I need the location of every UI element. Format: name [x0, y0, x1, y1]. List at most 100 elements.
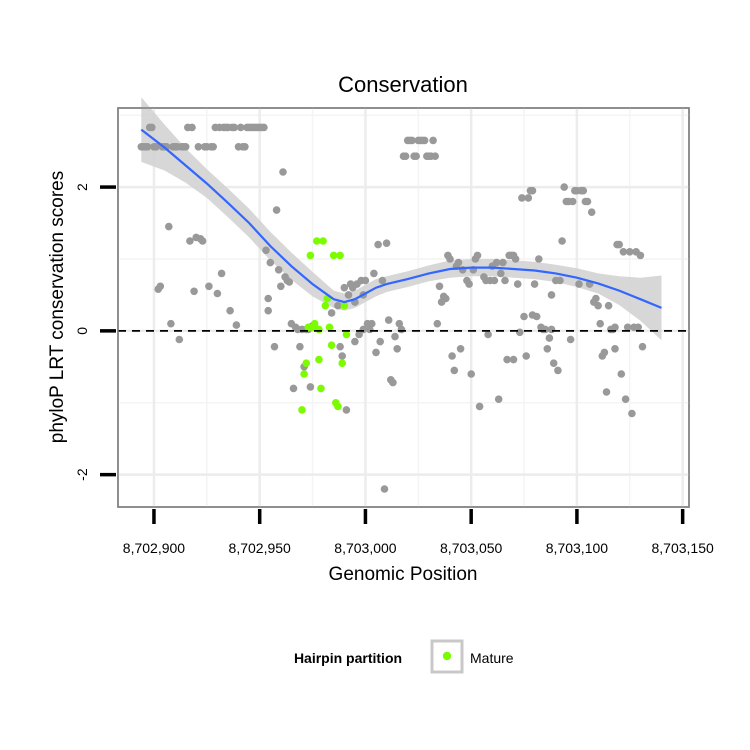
point-other	[175, 335, 184, 344]
point-other	[528, 186, 537, 195]
point-other	[611, 323, 619, 332]
point-other	[370, 269, 378, 278]
point-other	[636, 251, 645, 260]
point-mature	[342, 330, 351, 339]
point-other	[209, 143, 217, 151]
point-other	[499, 258, 507, 267]
x-tick-label: 8,702,900	[123, 540, 185, 556]
point-other	[615, 240, 623, 249]
point-other	[395, 319, 404, 328]
point-other	[232, 321, 241, 329]
point-other	[148, 123, 156, 132]
smooth-line	[140, 128, 662, 309]
point-mature	[298, 406, 306, 414]
point-other	[270, 342, 279, 351]
point-mature	[317, 384, 325, 393]
point-other	[583, 197, 592, 206]
point-other	[587, 208, 596, 216]
point-other	[289, 384, 298, 393]
point-other	[634, 323, 642, 332]
point-mature	[310, 319, 319, 328]
point-other	[558, 237, 566, 245]
point-mature	[300, 370, 308, 378]
point-other	[604, 301, 613, 310]
chart-title: Conservation	[338, 72, 468, 97]
point-other	[545, 334, 554, 342]
point-other	[456, 345, 465, 353]
point-other	[279, 168, 287, 176]
point-other	[566, 335, 575, 344]
point-other	[492, 258, 501, 267]
point-other	[306, 383, 315, 391]
point-other	[535, 255, 543, 263]
point-other	[556, 276, 564, 285]
x-tick-label: 8,703,000	[334, 540, 396, 556]
points-mature-layer	[298, 237, 351, 414]
point-other	[262, 246, 270, 255]
point-other	[547, 291, 556, 299]
point-other	[368, 319, 376, 328]
point-other	[264, 306, 273, 315]
point-mature	[334, 402, 342, 411]
point-other	[389, 378, 397, 387]
point-mature	[313, 237, 321, 245]
point-other	[594, 301, 602, 310]
point-other	[336, 342, 344, 351]
point-other	[475, 402, 484, 411]
point-other	[342, 406, 351, 414]
y-axis-title: phyloP LRT conservation scores	[47, 171, 68, 444]
point-other	[623, 323, 632, 332]
point-other	[435, 282, 444, 291]
x-tick-label: 8,703,100	[546, 540, 608, 556]
point-other	[152, 143, 160, 151]
point-other	[433, 319, 442, 328]
point-mature	[302, 359, 311, 368]
point-other	[592, 294, 600, 303]
y-axis: -2 0 2	[74, 183, 116, 481]
point-other	[393, 345, 402, 353]
point-other	[617, 370, 626, 378]
point-other	[509, 355, 518, 364]
point-other	[355, 330, 363, 339]
point-other	[338, 352, 347, 360]
point-other	[528, 311, 537, 319]
point-other	[473, 251, 482, 260]
point-other	[568, 197, 577, 206]
point-mature	[338, 359, 347, 368]
point-other	[384, 316, 393, 324]
point-other	[524, 194, 533, 202]
x-tick-label: 8,703,050	[440, 540, 502, 556]
point-other	[596, 319, 604, 328]
point-other	[397, 325, 406, 334]
point-other	[190, 287, 198, 296]
legend-mature-swatch	[442, 651, 452, 661]
point-mature	[306, 251, 315, 260]
smooth-line-layer	[140, 128, 662, 309]
point-mature	[327, 341, 336, 350]
point-other	[285, 278, 294, 286]
point-other	[579, 186, 588, 195]
point-other	[194, 143, 203, 151]
point-other	[511, 255, 520, 263]
point-other	[236, 123, 245, 132]
point-other	[264, 294, 273, 303]
point-other	[518, 194, 526, 202]
point-other	[156, 282, 165, 291]
point-other	[376, 337, 385, 346]
point-other	[442, 294, 450, 303]
point-other	[296, 342, 304, 351]
point-mature	[336, 251, 344, 260]
point-other	[274, 266, 283, 274]
point-other	[186, 237, 194, 245]
point-other	[372, 348, 380, 357]
point-other	[181, 143, 190, 151]
plot-border	[117, 107, 690, 508]
point-other	[266, 258, 275, 267]
x-tick-label: 8,703,150	[652, 540, 714, 556]
point-other	[467, 370, 476, 378]
point-other	[520, 312, 528, 321]
x-tick-label: 8,702,950	[229, 540, 291, 556]
point-other	[497, 269, 505, 278]
point-other	[143, 143, 152, 151]
